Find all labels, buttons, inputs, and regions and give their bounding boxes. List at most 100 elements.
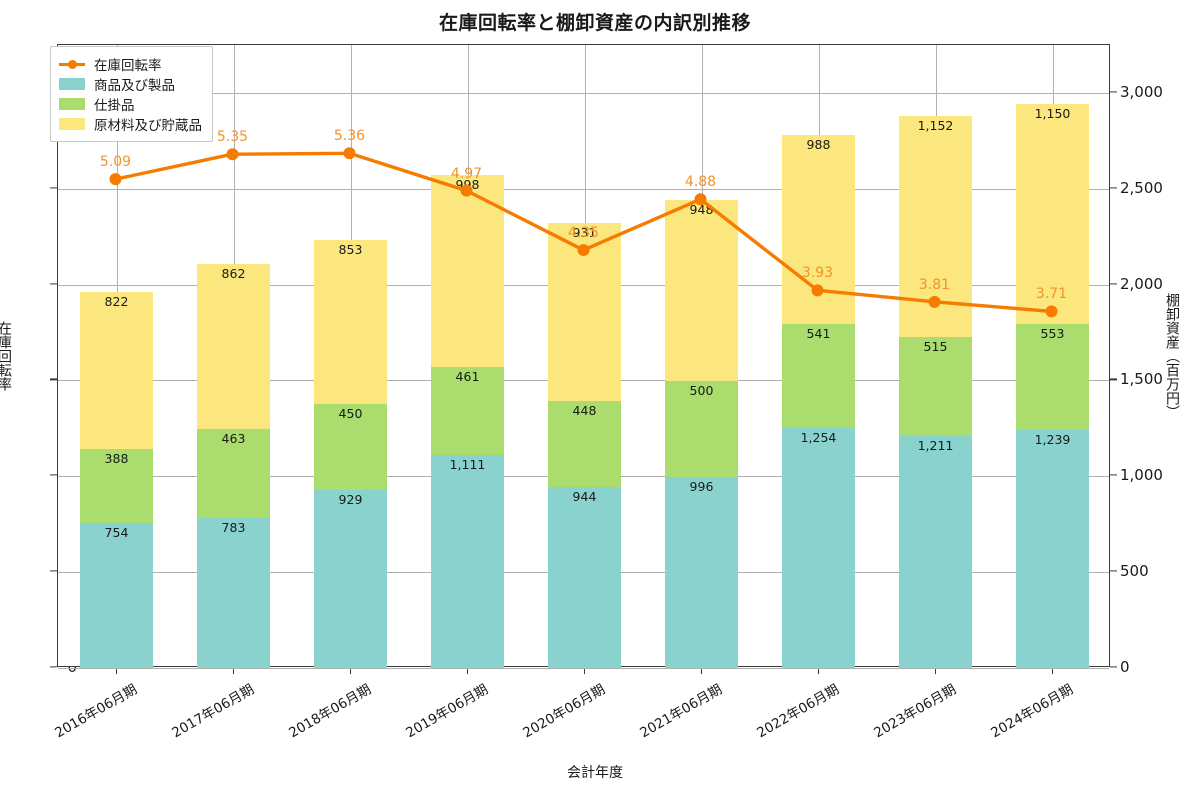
x-axis-tick-mark: [1051, 667, 1053, 674]
y-axis-left-tick-mark: [50, 474, 57, 476]
legend-item-wip[interactable]: 仕掛品: [59, 94, 202, 114]
y-axis-left-tick-mark: [50, 187, 57, 189]
line-point-label: 5.35: [216, 129, 249, 146]
bar-segment-label: 1,152: [917, 118, 954, 134]
x-axis-tick-label: 2016年06月期: [51, 681, 140, 742]
bar-stack[interactable]: 1,254 541 988: [782, 45, 855, 668]
line-point-label: 4.88: [684, 174, 717, 191]
line-point-label: 4.97: [450, 165, 483, 182]
bar-segment-label: 461: [455, 368, 480, 384]
bar-stack[interactable]: 1,111 461 998: [431, 45, 504, 668]
x-axis-tick-mark: [232, 667, 234, 674]
bar-segment[interactable]: [431, 175, 504, 367]
bar-segment-label: 996: [689, 479, 714, 495]
bar-segment[interactable]: [1016, 430, 1089, 668]
legend: 在庫回転率 商品及び製品 仕掛品 原材料及び貯蔵品: [50, 46, 213, 142]
bar-segment[interactable]: [197, 429, 270, 518]
bar-segment[interactable]: [782, 134, 855, 324]
bar-segment-label: 1,111: [449, 457, 486, 473]
y-axis-right-tick-mark: [1110, 283, 1117, 285]
bar-segment[interactable]: [80, 449, 153, 524]
line-point-label: 3.81: [918, 276, 951, 293]
y-axis-left-tick-label: 0: [67, 658, 77, 676]
x-axis-tick-label: 2022年06月期: [753, 681, 842, 742]
legend-label: 仕掛品: [94, 97, 135, 114]
bar-segment[interactable]: [899, 435, 972, 668]
line-point-label: 3.71: [1035, 286, 1068, 303]
y-axis-right-tick-mark: [1110, 187, 1117, 189]
bar-segment-label: 754: [104, 525, 129, 541]
y-axis-right-tick-mark: [1110, 474, 1117, 476]
bar-segment[interactable]: [431, 455, 504, 668]
bar-stack[interactable]: 996 500 948: [665, 45, 738, 668]
bar-segment[interactable]: [548, 401, 621, 488]
bar-segment-label: 450: [338, 405, 363, 421]
x-axis-label: 会計年度: [567, 765, 623, 781]
line-point-label: 5.09: [99, 154, 132, 171]
x-axis-tick-mark: [934, 667, 936, 674]
line-point-label: 5.36: [333, 128, 366, 145]
bar-segment-label: 1,150: [1034, 106, 1071, 122]
legend-item-raw-materials[interactable]: 原材料及び貯蔵品: [59, 114, 202, 134]
line-marker-icon: [59, 58, 85, 70]
y-axis-right-tick-label: 2,500: [1120, 178, 1163, 197]
y-axis-left-tick-mark: [50, 283, 57, 285]
x-axis-tick-label: 2018年06月期: [285, 681, 374, 742]
bar-segment[interactable]: [665, 199, 738, 382]
bar-segment-label: 388: [104, 451, 129, 467]
bar-segment[interactable]: [314, 489, 387, 668]
bar-segment[interactable]: [197, 263, 270, 430]
bar-segment[interactable]: [197, 517, 270, 668]
bar-segment[interactable]: [899, 116, 972, 338]
swatch-icon: [59, 117, 85, 130]
legend-item-merchandise[interactable]: 商品及び製品: [59, 74, 202, 94]
bar-segment[interactable]: [899, 337, 972, 436]
legend-item-line[interactable]: 在庫回転率: [59, 54, 202, 74]
x-axis-tick-mark: [349, 667, 351, 674]
gridline-horizontal: [58, 668, 1109, 669]
x-axis-tick-label: 2021年06月期: [636, 681, 725, 742]
bar-segment[interactable]: [665, 477, 738, 668]
bar-stack[interactable]: 1,211 515 1,152: [899, 45, 972, 668]
bar-segment-label: 853: [338, 242, 363, 258]
y-axis-right-tick-label: 3,000: [1120, 82, 1163, 101]
y-axis-right-tick-mark: [1110, 91, 1117, 93]
bar-segment-label: 948: [689, 201, 714, 217]
bar-segment-label: 448: [572, 403, 597, 419]
y-axis-right-tick-label: 0: [1120, 658, 1130, 676]
bar-segment-label: 463: [221, 431, 246, 447]
y-axis-right-tick-mark: [1110, 666, 1117, 668]
bar-segment[interactable]: [431, 366, 504, 456]
y-axis-left-tick-mark: [50, 570, 57, 572]
bar-segment-label: 862: [221, 265, 246, 281]
bar-segment[interactable]: [782, 323, 855, 428]
x-axis-tick-label: 2019年06月期: [402, 681, 491, 742]
bar-segment-label: 929: [338, 491, 363, 507]
bar-segment[interactable]: [665, 381, 738, 478]
bar-stack[interactable]: 1,239 553 1,150: [1016, 45, 1089, 668]
y-axis-right-tick-label: 500: [1120, 562, 1149, 581]
gridline-horizontal: [58, 92, 1109, 94]
bar-segment-label: 822: [104, 293, 129, 309]
bar-segment-label: 515: [923, 339, 948, 355]
bar-segment[interactable]: [548, 487, 621, 668]
bar-segment-label: 1,211: [917, 437, 954, 453]
bar-stack[interactable]: 944 448 931: [548, 45, 621, 668]
bar-segment[interactable]: [314, 240, 387, 404]
bar-segment[interactable]: [80, 291, 153, 450]
bar-segment[interactable]: [80, 523, 153, 668]
legend-label: 商品及び製品: [94, 77, 175, 94]
bar-segment-label: 553: [1040, 326, 1065, 342]
bar-segment-label: 783: [221, 519, 246, 535]
bar-segment-label: 988: [806, 136, 831, 152]
bar-segment[interactable]: [1016, 324, 1089, 431]
line-point-label: 3.93: [801, 265, 834, 282]
x-axis-tick-mark: [583, 667, 585, 674]
bar-segment[interactable]: [782, 427, 855, 668]
bar-segment[interactable]: [548, 222, 621, 402]
x-axis-tick-mark: [817, 667, 819, 674]
bar-segment-label: 500: [689, 383, 714, 399]
y-axis-left-tick-mark: [50, 666, 57, 668]
bar-stack[interactable]: 783 463 862: [197, 45, 270, 668]
bar-segment[interactable]: [314, 403, 387, 490]
